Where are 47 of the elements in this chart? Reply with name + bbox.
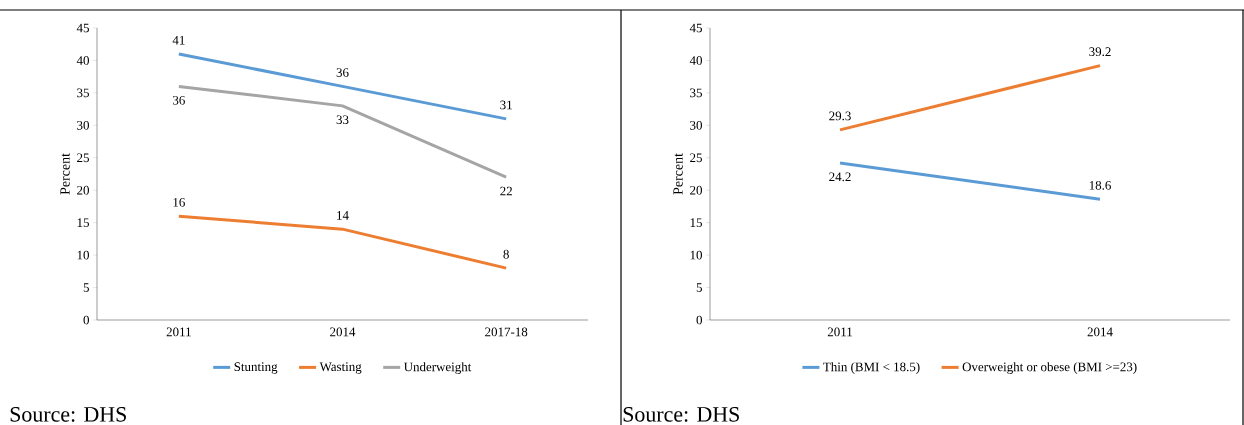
legend-label: Overweight or obese (BMI >=23) bbox=[962, 362, 1137, 374]
y-tick-label: 35 bbox=[690, 88, 702, 98]
legend-label: Wasting bbox=[319, 362, 362, 374]
y-tick-label: 40 bbox=[689, 56, 702, 65]
y-tick-label: 45 bbox=[689, 23, 702, 33]
source-note: Source: DHS bbox=[623, 406, 739, 422]
legend-label: Thin (BMI < 18.5) bbox=[823, 362, 920, 374]
y-tick-label: 25 bbox=[690, 153, 702, 163]
y-tick-label: 20 bbox=[690, 185, 702, 195]
x-tick-label: 2017-18 bbox=[485, 327, 528, 337]
y-tick-label: 30 bbox=[690, 120, 702, 130]
y-axis-title: Percent bbox=[673, 153, 683, 195]
y-tick-label: 25 bbox=[77, 153, 89, 163]
y-tick-label: 15 bbox=[77, 218, 89, 227]
x-tick-label: 2014 bbox=[1087, 327, 1113, 337]
data-label: 31 bbox=[500, 100, 512, 110]
data-label: 41 bbox=[172, 35, 185, 45]
legend-label: Underweight bbox=[403, 362, 472, 374]
y-axis-title: Percent bbox=[60, 153, 70, 195]
y-tick-label: 45 bbox=[76, 23, 89, 33]
y-tick-label: 10 bbox=[77, 250, 89, 260]
data-label: 14 bbox=[337, 211, 349, 220]
data-label: 16 bbox=[173, 197, 185, 207]
data-label: 33 bbox=[336, 115, 349, 125]
data-label: 29.3 bbox=[829, 111, 851, 121]
x-tick-label: 2014 bbox=[330, 327, 356, 337]
x-tick-label: 2011 bbox=[166, 327, 191, 337]
y-tick-label: 20 bbox=[77, 185, 89, 195]
data-label: 8 bbox=[503, 249, 509, 259]
data-label: 18.6 bbox=[1089, 180, 1111, 190]
x-tick-label: 2011 bbox=[827, 327, 852, 337]
data-label: 36 bbox=[336, 68, 349, 77]
y-tick-label: 5 bbox=[83, 283, 89, 292]
y-tick-label: 15 bbox=[690, 218, 702, 227]
data-label: 36 bbox=[172, 95, 185, 105]
y-tick-label: 10 bbox=[690, 250, 702, 260]
data-label: 22 bbox=[500, 186, 512, 196]
y-tick-label: 0 bbox=[83, 315, 89, 325]
y-tick-label: 35 bbox=[77, 88, 89, 98]
y-tick-label: 30 bbox=[77, 120, 89, 130]
y-tick-label: 5 bbox=[696, 283, 702, 292]
data-label: 39.2 bbox=[1089, 47, 1111, 57]
y-tick-label: 0 bbox=[696, 315, 702, 325]
data-label: 24.2 bbox=[829, 172, 851, 182]
y-tick-label: 40 bbox=[76, 56, 89, 65]
source-note: Source: DHS bbox=[10, 406, 126, 422]
legend-label: Stunting bbox=[234, 362, 278, 374]
